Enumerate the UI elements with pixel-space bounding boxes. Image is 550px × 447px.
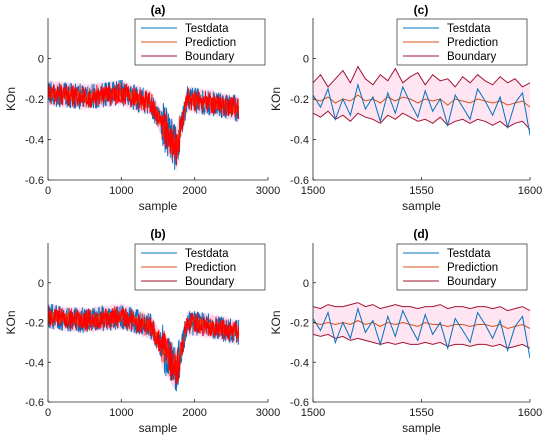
x-tick-label: 2000 xyxy=(182,185,206,197)
legend-entry: Testdata xyxy=(447,23,491,35)
y-axis-label: KOn xyxy=(269,87,283,111)
series-boundary xyxy=(48,81,240,166)
x-tick-label: 3000 xyxy=(256,407,280,419)
legend-entry: Testdata xyxy=(447,248,491,260)
boundary-band xyxy=(313,66,530,130)
panel-b: (b) 0 1000 2000 3000 -0.6 -0.4 -0.2 0 sample KOn Te… xyxy=(4,227,280,435)
legend: Testdata Prediction Boundary xyxy=(134,243,266,291)
x-tick-label: 1500 xyxy=(301,407,325,419)
x-axis-label: sample xyxy=(402,199,441,213)
series-testdata xyxy=(313,306,530,359)
legend-entry: Prediction xyxy=(447,37,498,49)
panel-title: (c) xyxy=(414,3,429,17)
legend-entry: Prediction xyxy=(185,262,236,274)
y-tick-label: 0 xyxy=(38,54,44,66)
panel-title: (a) xyxy=(151,3,166,17)
panel-a: (a) 0 1000 2000 3000 -0.6 -0.4 -0.2 0 sample KOn Te… xyxy=(4,3,280,213)
y-tick-label: -0.4 xyxy=(25,357,44,369)
y-tick-label: -0.2 xyxy=(25,318,44,330)
legend: Testdata Prediction Boundary xyxy=(134,18,266,66)
x-axis-label: sample xyxy=(402,421,441,435)
plot-area xyxy=(48,79,240,171)
x-axis-label: sample xyxy=(139,421,178,435)
plot-area xyxy=(313,65,530,136)
panel-d: (d) 1500 1550 1600 -0.6 -0.4 -0.2 0 sample KOn Tes… xyxy=(269,227,542,435)
y-axis-label: KOn xyxy=(4,87,18,111)
series-prediction xyxy=(313,319,530,330)
y-tick-label: -0.2 xyxy=(290,318,309,330)
x-axis-label: sample xyxy=(139,199,178,213)
x-tick-label: 2000 xyxy=(182,407,206,419)
series-boundary-lower xyxy=(313,110,530,130)
x-tick-label: 0 xyxy=(45,407,51,419)
legend-entry: Prediction xyxy=(447,262,498,274)
x-tick-label: 3000 xyxy=(256,185,280,197)
y-tick-label: -0.4 xyxy=(290,357,309,369)
series-testdata xyxy=(313,82,530,136)
y-tick-label: 0 xyxy=(303,278,309,290)
x-tick-label: 1550 xyxy=(409,185,433,197)
y-tick-label: 0 xyxy=(303,54,309,66)
y-tick-label: -0.6 xyxy=(290,397,309,409)
x-tick-label: 1600 xyxy=(518,407,542,419)
legend-entry: Testdata xyxy=(185,23,229,35)
legend-entry: Boundary xyxy=(185,276,234,288)
x-tick-label: 1000 xyxy=(109,185,133,197)
x-tick-label: 1500 xyxy=(301,185,325,197)
panel-title: (b) xyxy=(150,227,165,241)
y-tick-label: -0.6 xyxy=(25,175,44,187)
legend-entry: Boundary xyxy=(447,276,496,288)
x-tick-label: 1600 xyxy=(518,185,542,197)
legend-entry: Boundary xyxy=(185,51,234,63)
y-axis-label: KOn xyxy=(4,310,18,334)
series-boundary xyxy=(48,306,240,385)
y-tick-label: -0.4 xyxy=(25,135,44,147)
y-axis-label: KOn xyxy=(269,310,283,334)
x-tick-label: 1000 xyxy=(109,407,133,419)
legend: Testdata Prediction Boundary xyxy=(396,243,528,291)
y-tick-label: -0.4 xyxy=(290,135,309,147)
x-tick-label: 0 xyxy=(45,185,51,197)
legend: Testdata Prediction Boundary xyxy=(396,18,528,66)
plot-area xyxy=(313,302,530,359)
series-prediction xyxy=(313,94,530,108)
y-tick-label: -0.6 xyxy=(25,397,44,409)
panel-c: (c) 1500 1550 1600 -0.6 -0.4 -0.2 0 sample KOn Tes… xyxy=(269,3,542,213)
y-tick-label: -0.6 xyxy=(290,175,309,187)
y-tick-label: -0.2 xyxy=(290,94,309,106)
legend-box xyxy=(134,18,266,66)
legend-entry: Boundary xyxy=(447,51,496,63)
series-boundary-upper xyxy=(313,65,530,88)
plot-area xyxy=(48,302,240,393)
y-tick-label: -0.2 xyxy=(25,94,44,106)
y-tick-label: 0 xyxy=(38,278,44,290)
boundary-band xyxy=(313,302,530,349)
series-boundary-upper xyxy=(313,302,530,312)
legend-box xyxy=(134,243,266,291)
legend-entry: Prediction xyxy=(185,37,236,49)
series-boundary-lower xyxy=(313,333,530,349)
x-tick-label: 1550 xyxy=(409,407,433,419)
legend-entry: Testdata xyxy=(185,248,229,260)
panel-title: (d) xyxy=(413,227,428,241)
